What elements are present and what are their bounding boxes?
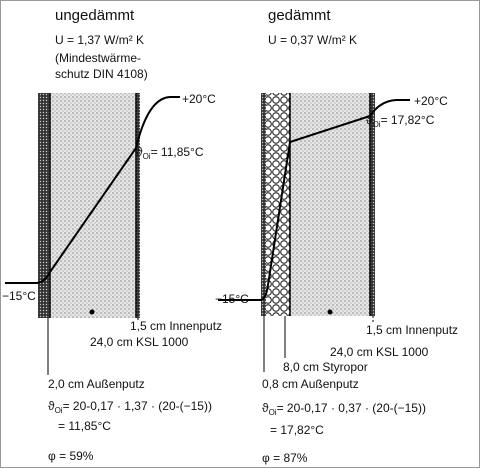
outside-temp: −15°C — [2, 289, 36, 303]
right-temperature-curve — [218, 99, 410, 301]
outside-temp: −15°C — [215, 292, 249, 306]
title: ungedämmt — [55, 7, 135, 24]
right-wall — [261, 93, 375, 316]
formula: ϑOi= 20-0,17 · 1,37 · (20-(−15)) — [48, 399, 212, 415]
humidity: φ = 59% — [48, 449, 94, 463]
title: gedämmt — [268, 7, 331, 24]
left-leaders — [47, 309, 139, 375]
right-leaders — [263, 309, 374, 372]
layer-label: 8,0 cm Styropor — [283, 360, 368, 374]
surface-temp: ϑOi= 17,82°C — [366, 113, 435, 129]
note: (Mindestwärme- — [55, 51, 141, 65]
layer-label: 24,0 cm KSL 1000 — [330, 345, 429, 359]
layer-label: 1,5 cm Innenputz — [366, 323, 458, 337]
layer-label: 24,0 cm KSL 1000 — [90, 335, 189, 349]
u-value: U = 0,37 W/m² K — [268, 33, 357, 47]
left-temperature-curve — [5, 96, 180, 284]
formula-result: = 17,82°C — [270, 423, 324, 437]
inside-temp: +20°C — [414, 94, 448, 108]
surface-temp: ϑOi= 11,85°C — [136, 145, 204, 161]
humidity: φ = 87% — [262, 451, 308, 465]
formula-result: = 11,85°C — [58, 419, 111, 433]
note: schutz DIN 4108) — [55, 67, 148, 81]
inside-temp: +20°C — [182, 92, 216, 106]
layer-label: 0,8 cm Außenputz — [262, 377, 359, 391]
layer-label: 2,0 cm Außenputz — [48, 377, 145, 391]
formula: ϑOi= 20-0,17 · 0,37 · (20-(−15)) — [262, 401, 426, 417]
left-wall — [38, 93, 140, 318]
layer-label: 1,5 cm Innenputz — [130, 319, 222, 333]
u-value: U = 1,37 W/m² K — [55, 33, 144, 47]
